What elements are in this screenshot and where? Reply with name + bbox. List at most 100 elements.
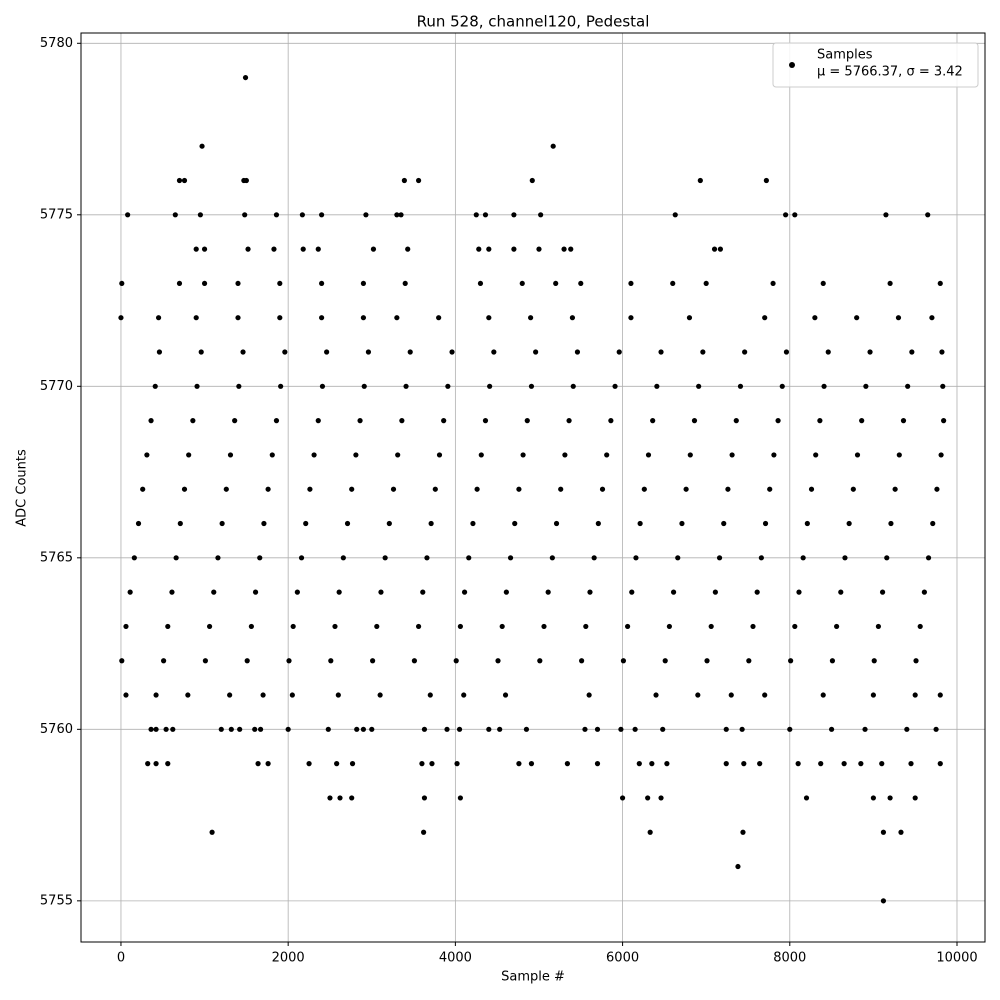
point <box>740 829 746 835</box>
point <box>679 520 685 527</box>
point <box>712 589 718 595</box>
point <box>838 589 844 595</box>
point <box>762 315 768 321</box>
point <box>421 795 428 801</box>
point <box>817 418 823 424</box>
point <box>612 383 618 389</box>
point <box>792 623 798 630</box>
point <box>344 520 351 527</box>
point <box>884 555 890 561</box>
point <box>290 623 296 630</box>
point <box>177 520 183 527</box>
point <box>729 452 735 458</box>
point <box>812 315 818 321</box>
x-axis-label: Sample # <box>501 970 565 985</box>
point <box>561 246 567 252</box>
x-tick-label: 6000 <box>606 951 639 966</box>
point <box>637 520 643 527</box>
x-tick-label: 4000 <box>439 951 472 966</box>
point <box>232 418 238 424</box>
point <box>664 761 670 767</box>
point <box>904 726 910 732</box>
point <box>401 177 407 184</box>
point <box>119 280 125 287</box>
point <box>871 658 877 664</box>
point <box>900 418 907 424</box>
point <box>470 520 476 527</box>
point <box>691 418 698 424</box>
point <box>818 761 824 767</box>
point <box>169 589 175 595</box>
point <box>895 315 902 321</box>
point <box>887 280 893 287</box>
point <box>311 452 317 458</box>
point <box>770 280 776 287</box>
y-tick-label: 5780 <box>40 36 73 51</box>
point <box>395 452 401 458</box>
point <box>257 726 264 732</box>
point <box>553 520 560 527</box>
point <box>193 246 199 252</box>
point <box>579 658 585 664</box>
legend-marker <box>789 62 795 68</box>
point <box>549 555 555 561</box>
x-tick-label: 8000 <box>773 951 806 966</box>
point <box>763 177 769 184</box>
point <box>218 726 224 732</box>
point <box>687 452 693 458</box>
point <box>487 383 493 389</box>
point <box>349 761 356 767</box>
point <box>242 212 248 218</box>
point <box>165 761 171 767</box>
point <box>870 692 876 698</box>
point <box>586 692 592 698</box>
point <box>160 658 167 664</box>
grid <box>81 33 985 942</box>
point <box>803 795 810 801</box>
point <box>867 349 873 355</box>
point <box>181 486 188 492</box>
point <box>700 349 706 355</box>
point <box>686 315 693 321</box>
point <box>491 349 497 355</box>
point <box>319 383 326 389</box>
point <box>728 692 734 698</box>
point <box>591 555 597 561</box>
point <box>887 795 893 801</box>
point <box>825 349 831 355</box>
point <box>499 623 505 630</box>
point <box>197 212 203 218</box>
point <box>570 383 576 389</box>
point <box>243 177 249 184</box>
point <box>273 418 280 424</box>
point <box>624 623 631 630</box>
point <box>820 692 826 698</box>
point <box>917 623 923 630</box>
point <box>370 658 376 664</box>
point <box>227 692 233 698</box>
point <box>497 726 503 732</box>
point <box>148 726 154 732</box>
point <box>723 761 729 767</box>
point <box>519 280 525 287</box>
point <box>300 246 306 252</box>
point <box>140 486 146 492</box>
y-tick-label: 5760 <box>40 722 73 737</box>
point <box>703 280 709 287</box>
point <box>299 212 305 218</box>
point <box>324 349 330 355</box>
point <box>541 623 547 630</box>
point <box>482 212 489 218</box>
point <box>937 692 943 698</box>
point <box>503 589 509 595</box>
point <box>265 761 271 767</box>
point <box>708 623 714 630</box>
point <box>457 623 463 630</box>
point <box>370 246 377 252</box>
point <box>558 486 564 492</box>
point <box>172 212 178 218</box>
point <box>201 280 208 287</box>
point <box>750 623 756 630</box>
y-tick-label: 5775 <box>40 207 73 222</box>
